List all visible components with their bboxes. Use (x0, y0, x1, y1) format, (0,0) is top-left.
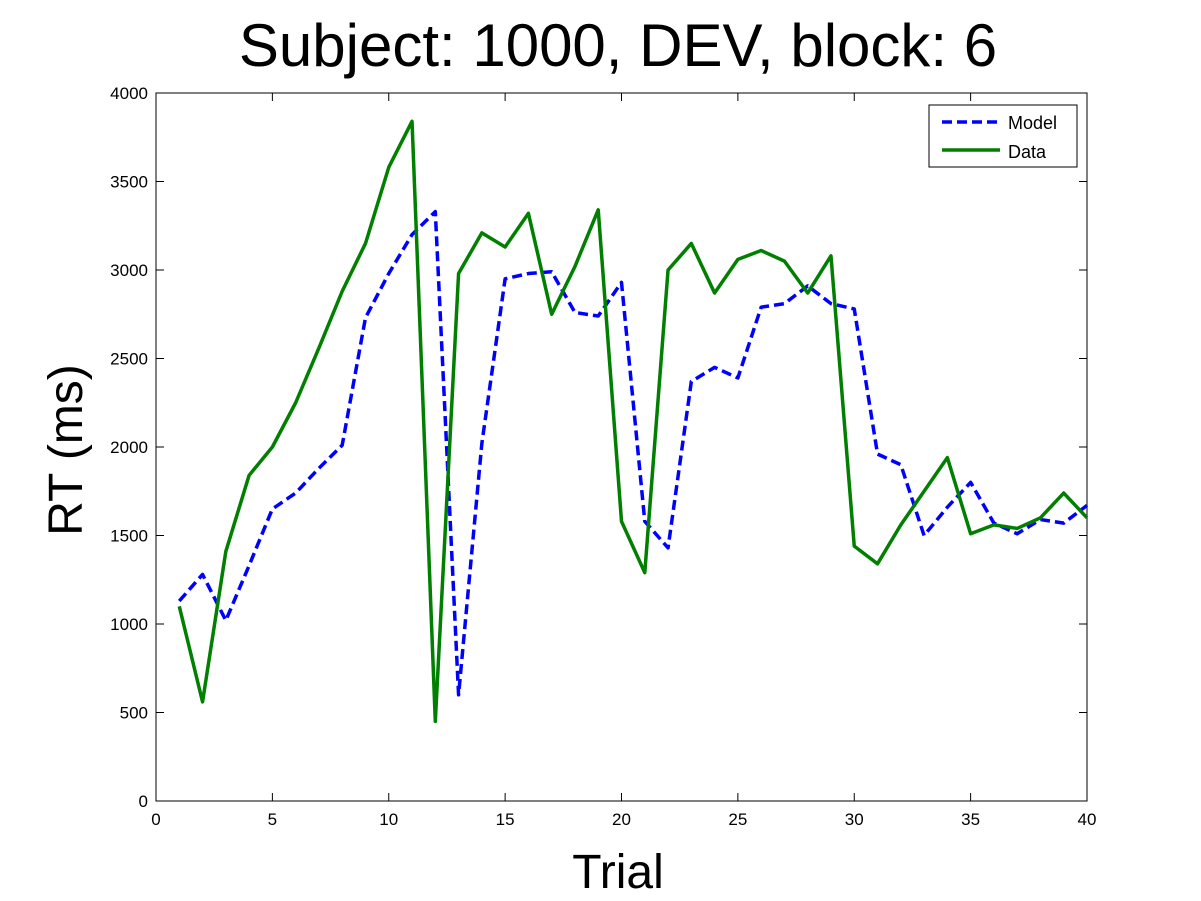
series-line-data (177, 119, 1089, 724)
x-tick-label: 20 (612, 810, 631, 829)
plot-frame (155, 92, 1088, 802)
legend-label-data: Data (1008, 142, 1047, 162)
series-line-model (177, 209, 1089, 697)
x-axis-label: Trial (572, 846, 664, 899)
series-layer (177, 119, 1089, 724)
x-tick-label: 5 (268, 810, 277, 829)
axis-ticks: 0 5 10 15 20 25 30 35 40 0 500 1000 1500 2000 2500 3000… (110, 84, 1096, 829)
y-axis-label: RT (ms) (40, 364, 93, 536)
y-tick-label: 4000 (110, 84, 148, 103)
x-tick-label: 15 (496, 810, 515, 829)
x-tick-label: 35 (961, 810, 980, 829)
y-tick-label: 3000 (110, 261, 148, 280)
y-tick-label: 500 (120, 704, 148, 723)
x-tick-label: 0 (151, 810, 160, 829)
y-tick-label: 1500 (110, 527, 148, 546)
y-tick-label: 2500 (110, 350, 148, 369)
chart-title: Subject: 1000, DEV, block: 6 (239, 12, 997, 79)
x-tick-label: 40 (1078, 810, 1097, 829)
legend-box (928, 104, 1078, 168)
x-tick-label: 10 (379, 810, 398, 829)
y-tick-label: 1000 (110, 615, 148, 634)
legend-label-model: Model (1008, 113, 1057, 133)
y-tick-label: 0 (139, 792, 148, 811)
y-tick-label: 2000 (110, 438, 148, 457)
x-tick-label: 25 (728, 810, 747, 829)
y-tick-label: 3500 (110, 173, 148, 192)
legend: Model Data (928, 104, 1078, 168)
x-tick-label: 30 (845, 810, 864, 829)
